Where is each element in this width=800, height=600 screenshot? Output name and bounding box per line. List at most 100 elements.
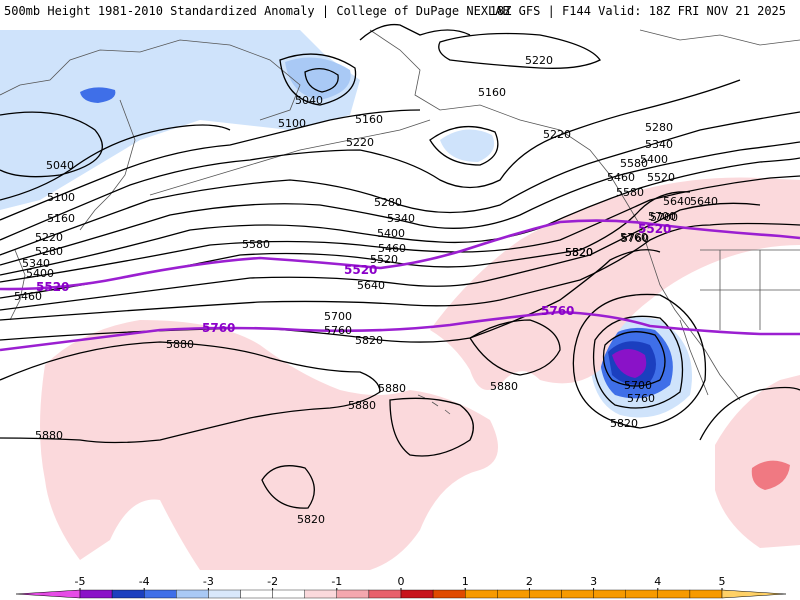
legend-swatch (465, 589, 498, 599)
legend-tick-label: 1 (462, 575, 469, 588)
legend-tick-label: -3 (203, 575, 214, 588)
canada-arctic (639, 29, 800, 46)
contour-label: 5640 (357, 279, 385, 292)
key-contour-label-5520: 5520 (36, 280, 69, 294)
legend-swatch (15, 589, 81, 599)
key-contours (0, 219, 800, 352)
contour-label: 5880 (490, 380, 518, 393)
contour-5400 (0, 157, 800, 276)
contour-label: 5880 (348, 399, 376, 412)
contour-label: 5820 (355, 334, 383, 347)
state-borders (700, 249, 800, 330)
key-contour-label-5760: 5760 (541, 304, 574, 318)
contour-label: 5400 (26, 267, 54, 280)
contour-label: 5220 (525, 54, 553, 67)
mexico-ridge-shading (715, 375, 800, 548)
siberia-coast (0, 39, 301, 121)
legend-swatch (400, 589, 434, 599)
model-valid-time: 18Z GFS | F144 Valid: 18Z FRI NOV 21 202… (489, 4, 786, 18)
contour-label: 5280 (645, 121, 673, 134)
contour-5340 (0, 141, 800, 266)
contour-5880-east (469, 319, 561, 376)
contour-5100-siberia (0, 124, 231, 201)
contour-5220 (0, 79, 741, 241)
contour-label: 5220 (346, 136, 374, 149)
legend-tick-label: 5 (719, 575, 726, 588)
aleutian-chain (149, 119, 431, 196)
key-contour-label-5520: 5520 (638, 222, 671, 236)
contour-label: 5820 (565, 246, 593, 259)
contour-label: 5700 (650, 211, 678, 224)
contour-5040-siberia (0, 111, 103, 178)
alaska-coast (369, 29, 626, 201)
contour-label: 5580 (242, 238, 270, 251)
contour-label: 5880 (378, 382, 406, 395)
key-contour-labels: 5520 5520 5520 5760 5760 (36, 222, 671, 335)
legend-swatch (432, 589, 466, 599)
contour-label: 5520 (565, 246, 593, 259)
kamchatka-coast (79, 99, 136, 231)
contour-label: 5880 (166, 338, 194, 351)
key-contour-label-5760: 5760 (202, 321, 235, 335)
contour-bering-low (279, 53, 357, 106)
anomaly-map: 5220 5160 5220 5040 5100 5160 5220 5280 … (0, 22, 800, 570)
contour-label: 5160 (478, 86, 506, 99)
contour-label: 5700 (648, 210, 676, 223)
legend-swatch (625, 589, 659, 599)
contour-label: 5040 (295, 94, 323, 107)
contour-label: 5580 (616, 186, 644, 199)
contour-5820-cutoff (261, 465, 315, 509)
contour-5160-alaska-ring (429, 126, 499, 166)
legend-tick-label: 2 (526, 575, 533, 588)
legend-swatch (368, 589, 402, 599)
contour-5640 (0, 202, 761, 311)
mexico-ridge-core (751, 460, 790, 490)
contour-label: 5520 (647, 171, 675, 184)
map-title: 500mb Height 1981-2010 Standardized Anom… (4, 4, 510, 18)
contour-label: 5760 (324, 324, 352, 337)
contour-5760-key (0, 310, 800, 352)
contour-5880-west (0, 341, 381, 444)
contour-5700 (0, 222, 800, 321)
contour-label: 5280 (35, 245, 63, 258)
legend-swatch (111, 589, 145, 599)
contour-label: 5040 (46, 159, 74, 172)
contour-label: 5220 (35, 231, 63, 244)
legend-tick-label: 0 (398, 575, 405, 588)
hawaii-islands (417, 394, 451, 415)
contour-label: 5400 (377, 227, 405, 240)
key-contour-label-5520: 5520 (344, 263, 377, 277)
contour-label: 5640 (690, 195, 718, 208)
contour-label: 5700 (624, 379, 652, 392)
contour-mexico (699, 386, 800, 441)
legend-tick-label: -2 (267, 575, 278, 588)
contour-label: 5340 (387, 212, 415, 225)
legend-swatch (272, 589, 305, 599)
legend-swatch (561, 589, 594, 599)
japan-coast (9, 249, 26, 321)
contour-label: 5820 (610, 417, 638, 430)
legend-tick-label: -1 (331, 575, 342, 588)
contour-baja-5820 (572, 293, 707, 429)
subtropical-ridge-shading (40, 320, 498, 570)
bering-low-shading (285, 57, 351, 100)
contour-5280 (0, 111, 800, 256)
legend-swatch (689, 589, 723, 599)
siberia-core-shading (80, 87, 116, 103)
contour-upper-ring (359, 23, 471, 41)
contour-baja-5700 (602, 331, 666, 387)
contour-label: 5820 (565, 246, 593, 259)
contour-label: 5580 (620, 157, 648, 170)
legend-swatch (529, 589, 562, 599)
color-scale-legend: -5 -4 -3 -2 -1 0 1 2 3 4 5 (15, 575, 787, 599)
contour-label: 5220 (543, 128, 571, 141)
contour-5220-alaska-ring (438, 32, 601, 69)
legend-swatch (240, 589, 273, 599)
legend-tick-labels: -5 -4 -3 -2 -1 0 1 2 3 4 5 (75, 575, 726, 588)
contour-label: 5760 (620, 231, 648, 244)
legend-swatch (304, 589, 338, 599)
contour-5880-central (389, 397, 474, 457)
contour-5160 (0, 109, 421, 221)
legend-tick-label: -5 (75, 575, 86, 588)
contour-label: 5340 (22, 257, 50, 270)
